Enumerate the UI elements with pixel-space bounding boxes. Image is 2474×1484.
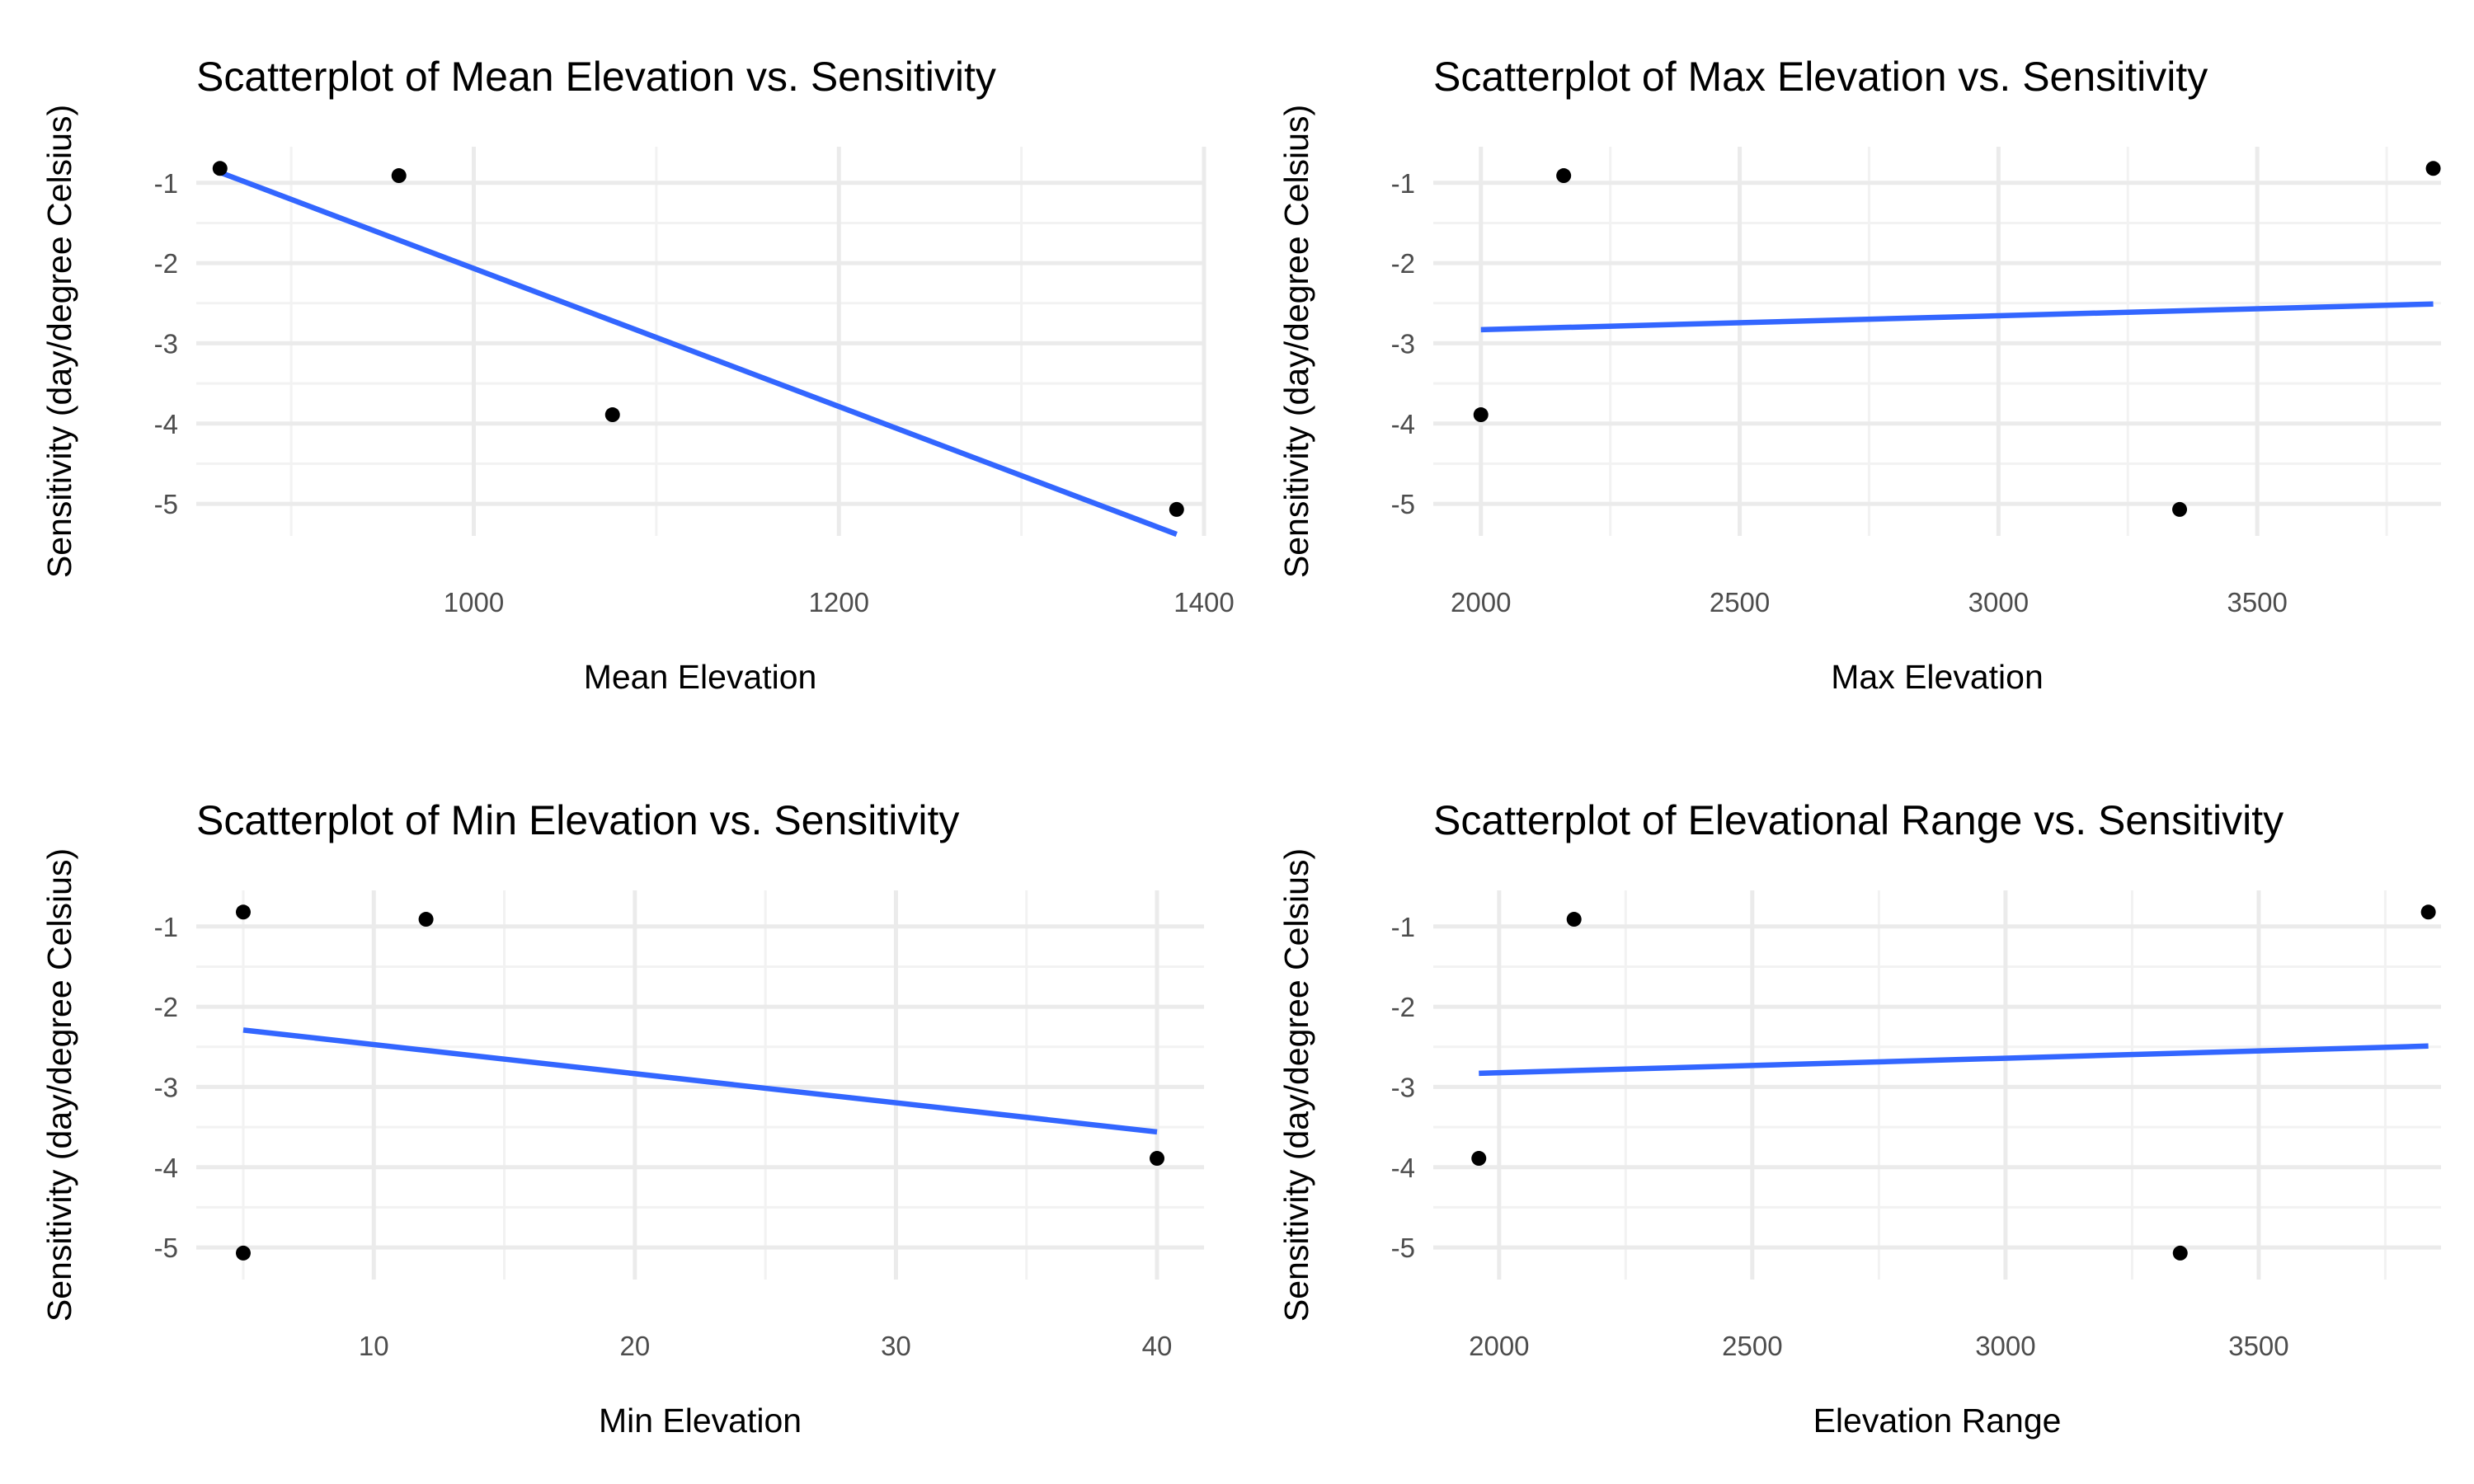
y-tick-label: -5 (154, 1233, 178, 1263)
chart-panel-4: -1 -2 -3 -4 -5 2000 2500 3000 3500 Elevation Rang… (1277, 797, 2441, 1439)
x-tick-label: 3500 (2228, 1331, 2288, 1361)
x-axis-title: Mean Elevation (584, 658, 817, 696)
chart-title: Scatterplot of Max Elevation vs. Sensiti… (1433, 54, 2208, 100)
data-point (604, 407, 620, 423)
y-tick-label: -2 (1391, 992, 1415, 1022)
data-point (235, 1245, 251, 1261)
data-point (391, 168, 407, 184)
x-tick-label: 2500 (1722, 1331, 1782, 1361)
x-axis-title: Max Elevation (1831, 658, 2044, 696)
x-tick-label: 2500 (1710, 587, 1770, 618)
fit-line (1480, 301, 2434, 333)
x-tick-label: 10 (359, 1331, 389, 1361)
y-tick-label: -3 (154, 1072, 178, 1102)
y-tick-label: -4 (154, 409, 178, 439)
fit-line (242, 1027, 1158, 1135)
y-tick-label: -5 (1391, 1233, 1415, 1263)
x-tick-label: 40 (1142, 1331, 1173, 1361)
x-tick-label: 30 (881, 1331, 911, 1361)
y-axis-title: Sensitivity (day/degree Celsius) (40, 848, 78, 1322)
data-point (2425, 161, 2441, 176)
y-tick-label: -1 (154, 168, 178, 199)
y-tick-label: -4 (154, 1153, 178, 1183)
y-tick-label: -4 (1391, 1153, 1415, 1183)
y-tick-label: -3 (1391, 328, 1415, 359)
x-tick-label: 3000 (1975, 1331, 2035, 1361)
chart-panel-1: -1 -2 -3 -4 -5 1000 1200 1400 Mean Elevation Sens… (40, 54, 1235, 696)
data-point (1169, 501, 1184, 517)
chart-title: Scatterplot of Min Elevation vs. Sensiti… (196, 797, 959, 843)
x-tick-label: 3000 (1968, 587, 2029, 618)
y-tick-label: -5 (154, 489, 178, 519)
data-point (418, 912, 434, 928)
fit-line (1479, 1043, 2429, 1077)
data-point (2420, 904, 2436, 920)
data-point (2172, 1245, 2188, 1261)
x-tick-label: 1200 (809, 587, 869, 618)
y-axis-title: Sensitivity (day/degree Celsius) (1277, 848, 1315, 1322)
y-axis-title: Sensitivity (day/degree Celsius) (40, 105, 78, 578)
data-point (1556, 168, 1572, 184)
x-tick-label: 20 (619, 1331, 650, 1361)
data-point (235, 904, 251, 920)
y-tick-label: -4 (1391, 409, 1415, 439)
data-point (2172, 501, 2188, 517)
y-tick-label: -1 (154, 912, 178, 942)
chart-panel-2: -1 -2 -3 -4 -5 2000 2500 3000 3500 Max Elevation S… (1277, 54, 2441, 696)
x-tick-label: 3500 (2227, 587, 2287, 618)
chart-title: Scatterplot of Mean Elevation vs. Sensit… (196, 54, 996, 100)
x-tick-label: 2000 (1469, 1331, 1529, 1361)
x-axis-title: Min Elevation (599, 1402, 802, 1439)
y-tick-label: -1 (1391, 912, 1415, 942)
fit-line (219, 170, 1178, 538)
y-tick-label: -2 (154, 248, 178, 279)
y-tick-label: -1 (1391, 168, 1415, 199)
y-tick-label: -5 (1391, 489, 1415, 519)
data-point (212, 161, 228, 176)
y-axis-title: Sensitivity (day/degree Celsius) (1277, 105, 1315, 578)
y-tick-label: -2 (154, 992, 178, 1022)
chart-title: Scatterplot of Elevational Range vs. Sen… (1433, 797, 2284, 843)
y-tick-label: -3 (1391, 1072, 1415, 1102)
x-tick-label: 2000 (1451, 587, 1511, 618)
data-point (1566, 912, 1582, 928)
y-tick-label: -2 (1391, 248, 1415, 279)
x-tick-label: 1000 (444, 587, 504, 618)
data-point (1473, 407, 1489, 423)
data-point (1471, 1151, 1487, 1167)
y-tick-label: -3 (154, 328, 178, 359)
x-tick-label: 1400 (1174, 587, 1234, 618)
chart-panel-3: -1 -2 -3 -4 -5 10 20 30 40 Min Elevation Sensitivi… (40, 797, 1204, 1439)
x-axis-title: Elevation Range (1813, 1402, 2062, 1439)
data-point (1150, 1151, 1165, 1167)
